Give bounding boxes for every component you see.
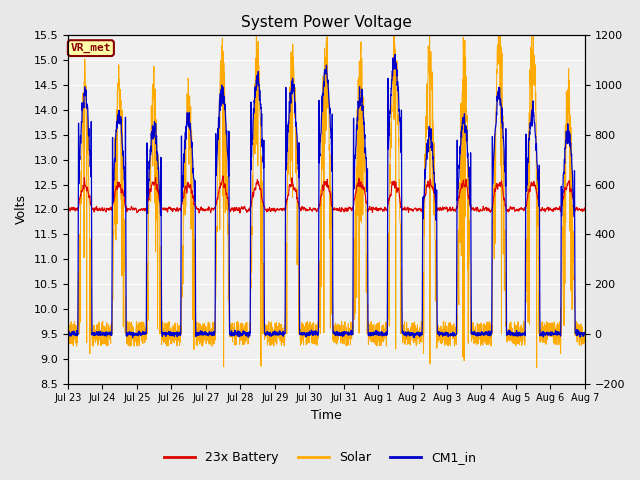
Title: System Power Voltage: System Power Voltage (241, 15, 412, 30)
X-axis label: Time: Time (311, 409, 342, 422)
Y-axis label: Volts: Volts (15, 194, 28, 225)
Text: VR_met: VR_met (70, 43, 111, 53)
Legend: 23x Battery, Solar, CM1_in: 23x Battery, Solar, CM1_in (159, 446, 481, 469)
